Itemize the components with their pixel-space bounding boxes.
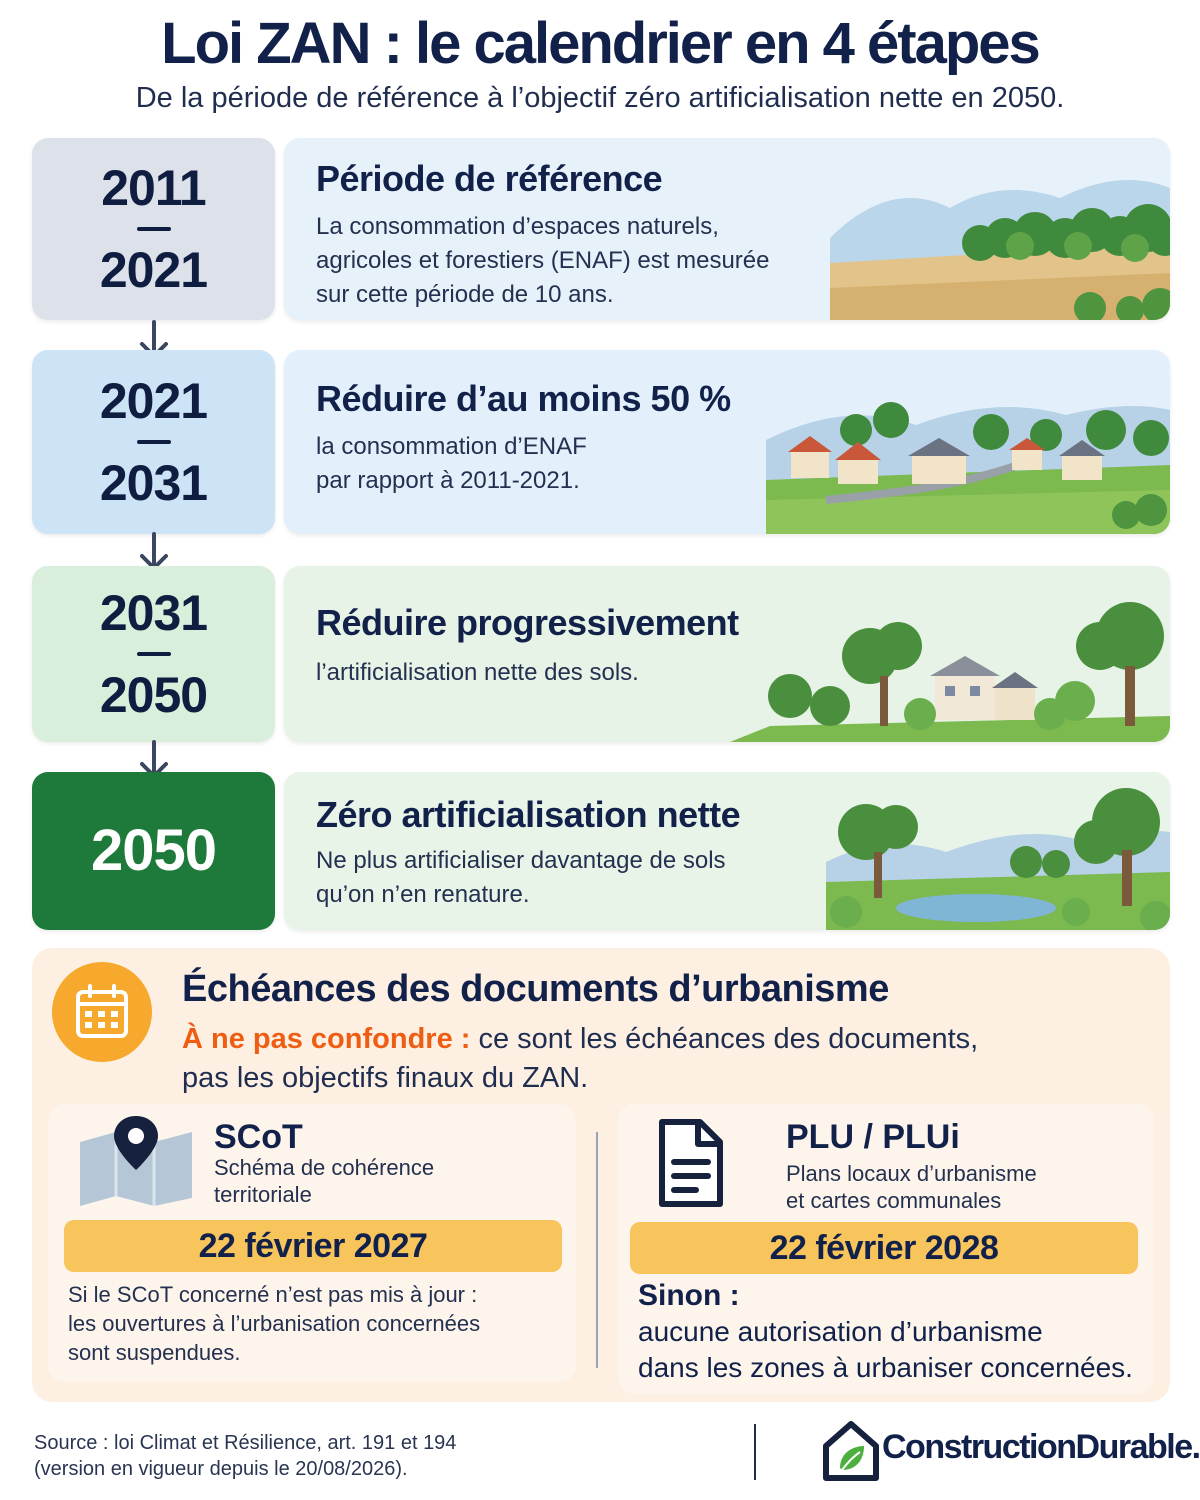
year-dash xyxy=(136,652,171,656)
step-description: la consommation d’ENAF par rapport à 201… xyxy=(316,433,587,494)
plu-subtitle: Plans locaux d’urbanisme et cartes commu… xyxy=(786,1161,1037,1213)
source-note: Source : loi Climat et Résilience, art. … xyxy=(34,1432,457,1480)
house-leaf-logo-icon xyxy=(823,1421,879,1481)
calendar-icon xyxy=(76,984,128,1038)
step-card-4: Zéro artificialisation nette Ne plus art… xyxy=(284,772,1170,930)
step-card-1: Période de référence La consommation d’e… xyxy=(284,138,1170,320)
urbanism-title: Échéances des documents d’urbanisme xyxy=(182,968,889,1010)
plu-note: aucune autorisation d’urbanisme dans les… xyxy=(638,1316,1133,1383)
step-card-2: Réduire d’au moins 50 % la consommation … xyxy=(284,350,1170,534)
scot-title: SCoT xyxy=(214,1118,303,1156)
footer-divider xyxy=(754,1424,756,1480)
step-title: Réduire progressivement xyxy=(316,602,739,643)
house-trees-illustration xyxy=(730,602,1170,742)
year-box-3: 2031 2050 xyxy=(32,566,275,742)
year-box-1: 2011 2021 xyxy=(32,138,275,320)
scot-subtitle: Schéma de cohérence territoriale xyxy=(214,1155,435,1207)
step-title: Réduire d’au moins 50 % xyxy=(316,378,731,419)
map-pin-icon xyxy=(80,1116,192,1206)
year-box-4: 2050 xyxy=(32,772,275,930)
plu-sinon-label: Sinon : xyxy=(638,1279,740,1312)
plu-title: PLU / PLUi xyxy=(786,1118,960,1156)
village-illustration xyxy=(766,402,1170,534)
year-dash xyxy=(136,227,171,231)
brand-logo-text: ConstructionDurable.net xyxy=(882,1428,1200,1466)
step-description: La consommation d’espaces naturels, agri… xyxy=(316,213,770,308)
step-title: Zéro artificialisation nette xyxy=(316,794,741,835)
page-title: Loi ZAN : le calendrier en 4 étapes xyxy=(161,11,1041,76)
year-start: 2031 xyxy=(99,585,208,641)
step-description: l’artificialisation nette des sols. xyxy=(316,659,639,686)
year-start: 2021 xyxy=(99,373,208,429)
year-end: 2021 xyxy=(99,242,208,298)
step-title: Période de référence xyxy=(316,158,663,199)
plu-date-badge: 22 février 2028 xyxy=(630,1222,1138,1274)
document-icon xyxy=(659,1119,723,1207)
scot-date-badge: 22 février 2027 xyxy=(64,1220,562,1272)
urbanism-description: À ne pas confondre : ce sont les échéanc… xyxy=(182,1023,979,1094)
year-box-2: 2021 2031 xyxy=(32,350,275,534)
section-divider xyxy=(596,1132,598,1368)
nature-pond-illustration xyxy=(826,788,1170,930)
calendar-icon-badge xyxy=(52,962,152,1062)
step-card-3: Réduire progressivement l’artificialisat… xyxy=(284,566,1170,742)
year-start: 2011 xyxy=(101,160,206,216)
year-dash xyxy=(136,440,171,444)
page-subtitle: De la période de référence à l’objectif … xyxy=(135,82,1065,114)
year-end: 2050 xyxy=(99,667,208,723)
year-end: 2031 xyxy=(99,455,208,511)
year-single: 2050 xyxy=(90,818,217,883)
field-illustration xyxy=(830,180,1170,320)
warning-label: À ne pas confondre : xyxy=(182,1023,471,1055)
step-description: Ne plus artificialiser davantage de sols… xyxy=(316,847,726,908)
scot-note: Si le SCoT concerné n’est pas mis à jour… xyxy=(68,1282,481,1365)
